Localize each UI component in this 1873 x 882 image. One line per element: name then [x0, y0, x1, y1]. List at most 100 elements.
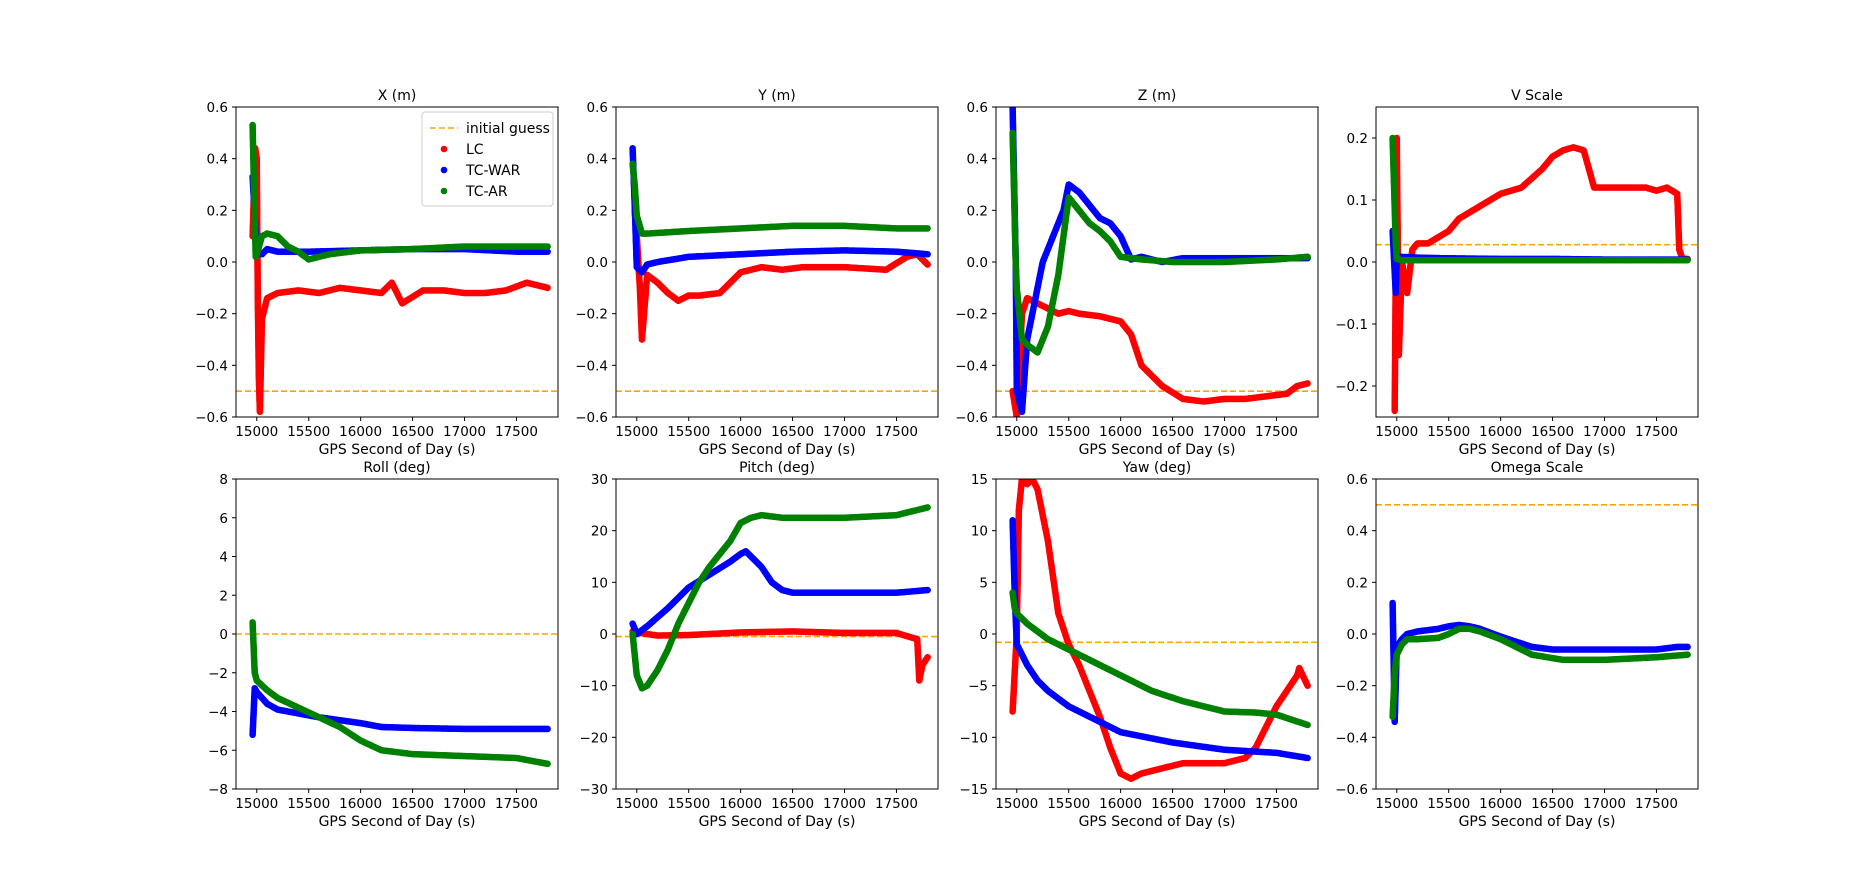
subplot-title: Y (m): [757, 88, 796, 104]
x-tick-label: 15500: [667, 424, 710, 440]
x-tick-label: 17000: [443, 424, 486, 440]
subplot-title: Roll (deg): [363, 460, 430, 476]
y-tick-label: −0.4: [575, 358, 608, 374]
y-tick-label: 0.0: [967, 255, 988, 271]
y-tick-label: 0.0: [587, 255, 608, 271]
x-tick-label: 16500: [1151, 424, 1194, 440]
x-tick-label: 15500: [287, 796, 330, 812]
legend-label: initial guess: [466, 121, 550, 137]
plot-area: [1376, 134, 1698, 415]
x-axis-label: GPS Second of Day (s): [319, 814, 476, 830]
y-tick-label: −6: [208, 743, 228, 759]
x-axis-label: GPS Second of Day (s): [1459, 442, 1616, 458]
x-tick-label: 16500: [391, 796, 434, 812]
x-tick-label: 17500: [1255, 424, 1298, 440]
y-tick-label: −2: [208, 666, 228, 682]
legend-label: TC-WAR: [465, 163, 521, 179]
subplot-2: Y (m)15000 15500 16000 16500 17000 17500−0.6−…: [575, 88, 939, 458]
x-tick-label: 17000: [443, 796, 486, 812]
x-tick-label: 15000: [615, 424, 658, 440]
series-tc-ar: [629, 160, 931, 237]
data-point: [544, 284, 551, 292]
data-point: [544, 725, 551, 733]
x-tick-label: 16500: [1531, 424, 1574, 440]
y-tick-label: 0.6: [967, 100, 988, 116]
data-point: [1684, 256, 1691, 264]
y-tick-label: 0.6: [207, 100, 228, 116]
legend-box: [421, 111, 554, 207]
y-tick-label: 0.4: [207, 152, 228, 168]
y-tick-label: −0.4: [955, 358, 988, 374]
series-tc-ar: [1009, 129, 1311, 356]
data-point: [924, 250, 931, 258]
data-point: [1304, 253, 1311, 261]
data-point: [544, 243, 551, 250]
x-tick-label: 16000: [339, 796, 382, 812]
y-tick-label: 0: [219, 627, 228, 643]
x-tick-label: 17500: [495, 796, 538, 812]
y-tick-label: 0.4: [967, 152, 988, 168]
x-tick-label: 17500: [875, 424, 918, 440]
y-tick-label: −8: [208, 782, 228, 798]
subplot-title: Z (m): [1138, 88, 1177, 104]
x-tick-label: 16500: [391, 424, 434, 440]
y-tick-label: 6: [219, 511, 228, 527]
x-tick-label: 15000: [235, 424, 278, 440]
legend-label: TC-AR: [465, 184, 508, 200]
subplot-title: Pitch (deg): [739, 460, 815, 476]
y-tick-label: −0.2: [955, 307, 988, 323]
data-point: [544, 760, 551, 768]
y-tick-label: 0.0: [1347, 255, 1368, 271]
plot-area: [236, 121, 558, 416]
y-tick-label: −0.6: [955, 410, 988, 426]
y-tick-label: 0.2: [967, 203, 988, 219]
series-tc-ar: [249, 619, 551, 768]
y-tick-label: 0.1: [1347, 193, 1368, 209]
y-tick-label: −0.4: [195, 358, 228, 374]
x-tick-label: 16000: [719, 424, 762, 440]
x-axis-label: GPS Second of Day (s): [319, 442, 476, 458]
y-tick-label: −0.2: [1335, 379, 1368, 395]
subplots: X (m) 15000 15500 16000 16500 17000 17500 −0.6 −…: [195, 88, 1699, 830]
y-tick-label: 0.6: [587, 100, 608, 116]
subplot-1: X (m)15000 15500 16000 16500 17000 17500−0.6−…: [195, 88, 559, 458]
plot-area: [996, 107, 1318, 417]
x-axis-label: GPS Second of Day (s): [699, 442, 856, 458]
x-tick-label: 15500: [1427, 424, 1470, 440]
data-point: [1304, 380, 1311, 387]
data-point: [924, 261, 931, 268]
x-tick-label: 15500: [287, 424, 330, 440]
y-tick-label: −4: [208, 705, 228, 721]
y-tick-label: 0.2: [587, 203, 608, 219]
subplot-title: X (m): [378, 88, 417, 104]
plot-area: [236, 619, 558, 768]
data-point: [544, 248, 551, 255]
y-tick-label: 8: [219, 472, 228, 488]
y-tick-label: 0.2: [207, 203, 228, 219]
subplot-3: Z (m)15000 15500 16000 16500 17000 17500−0.6−…: [955, 88, 1319, 458]
legend-marker-tc-ar: [440, 187, 448, 195]
x-tick-label: 17000: [823, 424, 866, 440]
x-tick-label: 17000: [1583, 424, 1626, 440]
x-tick-label: 16000: [1479, 424, 1522, 440]
subplot-title: V Scale: [1511, 88, 1563, 104]
y-tick-label: 0.0: [207, 255, 228, 271]
y-tick-label: 0.2: [1347, 131, 1368, 147]
y-tick-label: −0.1: [1335, 317, 1368, 333]
y-tick-label: −0.6: [195, 410, 228, 426]
y-tick-label: −0.6: [575, 410, 608, 426]
data-point: [924, 225, 931, 232]
x-tick-label: 15000: [1375, 424, 1418, 440]
y-tick-label: −0.2: [575, 307, 608, 323]
legend-marker-tc-war: [440, 166, 448, 174]
y-tick-label: 4: [219, 550, 228, 566]
x-tick-label: 17000: [1203, 424, 1246, 440]
y-tick-label: 0.4: [587, 152, 608, 168]
subplot-5: Roll (deg)15000 15500 16000 16500 17000 17500…: [208, 460, 559, 830]
x-tick-label: 15500: [1047, 424, 1090, 440]
series-tc-war: [629, 145, 931, 276]
plot-area: [616, 504, 938, 692]
x-tick-label: 17500: [1635, 424, 1678, 440]
